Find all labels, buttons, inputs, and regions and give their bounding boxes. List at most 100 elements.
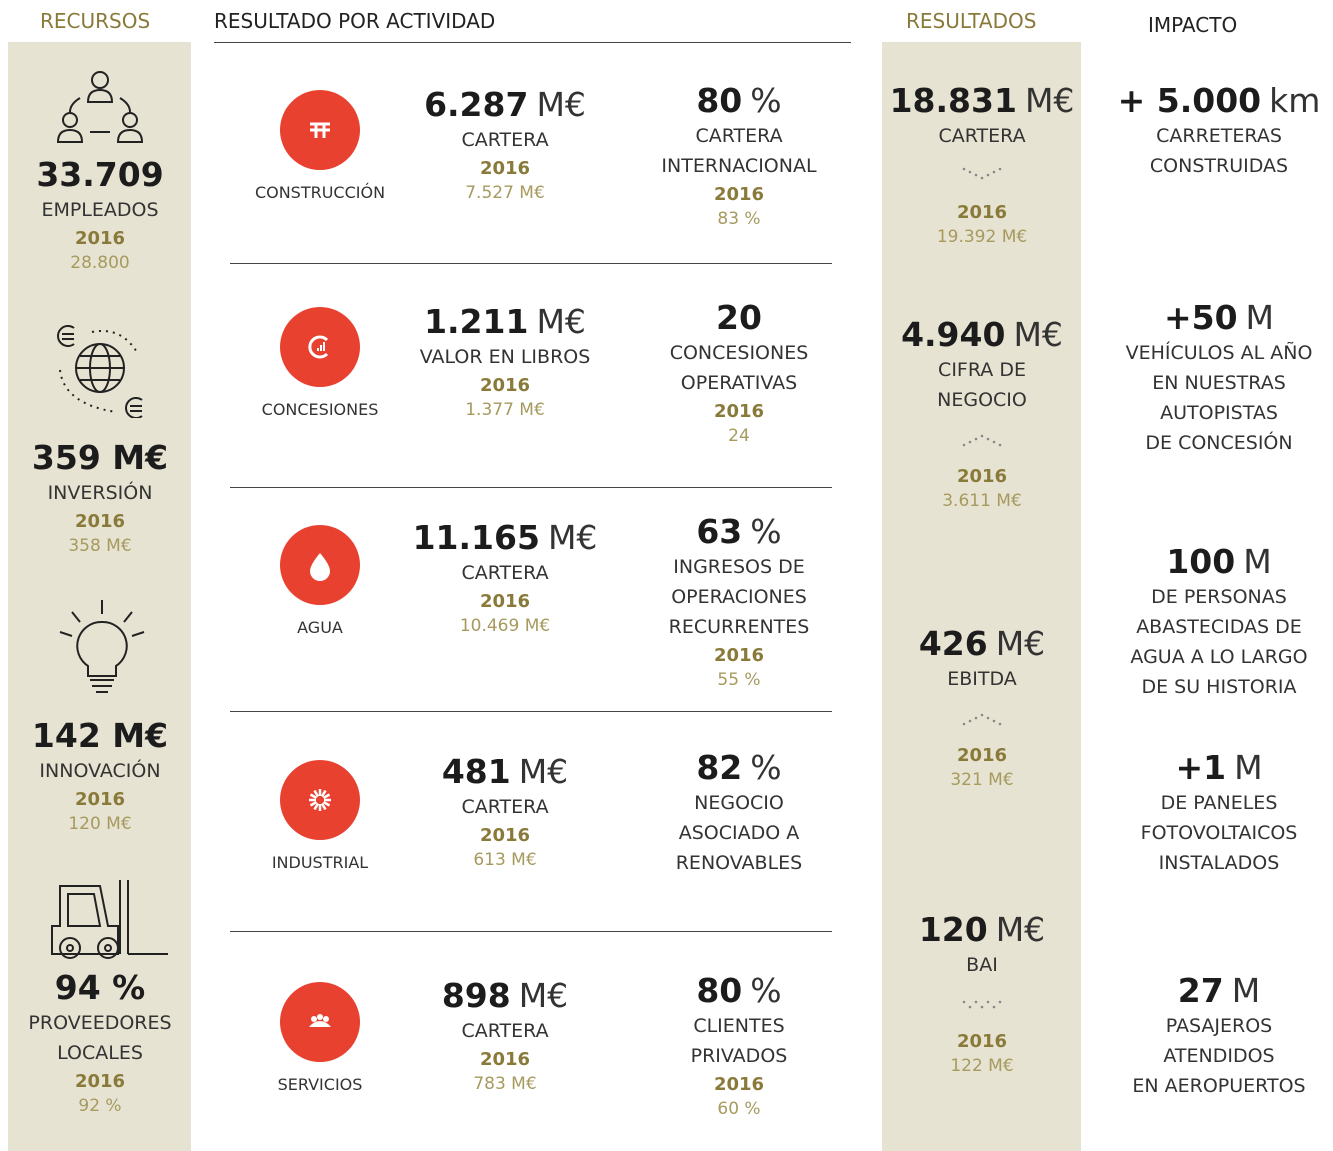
trend-indicator	[962, 167, 1002, 180]
activity-icon	[280, 760, 360, 840]
previous-value: 19.392 M€	[936, 227, 1028, 247]
value-number: 898	[441, 976, 511, 1015]
value: + 5.000 km	[1059, 81, 1333, 121]
value-unit: M	[1243, 542, 1272, 581]
label: PRIVADOS	[690, 1045, 788, 1067]
value: 898 M€	[345, 976, 665, 1016]
label: EN AEROPUERTOS	[1132, 1075, 1306, 1097]
year: 2016	[713, 401, 765, 422]
value-unit: M€	[518, 752, 569, 791]
value: +1 M	[1059, 748, 1333, 788]
value-unit: M€	[536, 302, 586, 341]
label: CONSTRUIDAS	[1149, 155, 1289, 177]
label: OPERACIONES	[671, 586, 807, 608]
label: VEHÍCULOS AL AÑO	[1125, 342, 1313, 364]
header-rule	[214, 42, 851, 43]
activity-name: CONSTRUCCIÓN	[254, 183, 386, 202]
activity-name: AGUA	[297, 618, 343, 637]
previous-value: 92 %	[78, 1096, 122, 1116]
year: 2016	[479, 375, 531, 396]
value-number: 142 M€	[31, 716, 169, 755]
label: EMPLEADOS	[41, 199, 159, 221]
year: 2016	[479, 825, 531, 846]
header: IMPACTO	[1148, 13, 1238, 37]
year: 2016	[713, 645, 765, 666]
label: CARTERA	[461, 562, 549, 584]
year: 2016	[713, 1074, 765, 1095]
label: AGUA A LO LARGO	[1130, 646, 1308, 668]
label: INGRESOS DE	[673, 556, 805, 578]
previous-value: 1.377 M€	[465, 400, 545, 420]
label: DE SU HISTORIA	[1141, 676, 1297, 698]
value: 20	[579, 298, 899, 338]
value: 359 M€	[0, 438, 260, 478]
value-unit: %	[750, 971, 782, 1010]
value-number: 481	[441, 752, 511, 791]
previous-value: 3.611 M€	[942, 491, 1022, 511]
value-number: +50	[1163, 298, 1238, 337]
label: RENOVABLES	[675, 852, 803, 874]
previous-value: 24	[728, 426, 750, 446]
label: CARTERA	[938, 125, 1026, 147]
label: VALOR EN LIBROS	[419, 346, 591, 368]
value-number: 4.940	[901, 315, 1006, 354]
value: 82%	[579, 748, 899, 788]
previous-value: 55 %	[717, 670, 761, 690]
value: 4.940 M€	[822, 315, 1142, 355]
previous-value: 783 M€	[473, 1074, 537, 1094]
header: RECURSOS	[40, 9, 151, 33]
value-number: 1.211	[424, 302, 529, 341]
value-unit: M	[1234, 748, 1263, 787]
value-unit: M€	[536, 85, 586, 124]
value: 120 M€	[822, 910, 1142, 950]
activity-name: CONCESIONES	[261, 400, 379, 419]
trend-indicator	[962, 713, 1002, 726]
label: CLIENTES	[693, 1015, 785, 1037]
value-number: 426	[918, 624, 988, 663]
label: CIFRA DE	[938, 359, 1026, 381]
globe-icon	[57, 325, 143, 418]
activity-icon	[280, 307, 360, 387]
label: INNOVACIÓN	[39, 760, 161, 782]
value: +50 M	[1059, 298, 1333, 338]
year: 2016	[479, 158, 531, 179]
value: 94 %	[0, 968, 260, 1008]
value: 426 M€	[822, 624, 1142, 664]
value: 80%	[579, 971, 899, 1011]
label: ATENDIDOS	[1163, 1045, 1275, 1067]
year: 2016	[479, 591, 531, 612]
label: LOCALES	[57, 1042, 143, 1064]
header: RESULTADOS	[906, 9, 1037, 33]
value-unit: %	[750, 748, 782, 787]
previous-value: 60 %	[717, 1099, 761, 1119]
trend-indicator	[962, 434, 1002, 447]
trend-indicator	[962, 1000, 1002, 1009]
value: 63%	[579, 512, 899, 552]
year: 2016	[956, 1031, 1008, 1052]
previous-value: 7.527 M€	[465, 183, 545, 203]
value-unit: M€	[547, 518, 598, 557]
value: 33.709	[0, 155, 260, 195]
value-number: +1	[1175, 748, 1227, 787]
value: 11.165 M€	[345, 518, 665, 558]
value-number: 6.287	[424, 85, 529, 124]
previous-value: 120 M€	[68, 814, 132, 834]
label: CONCESIONES	[669, 342, 809, 364]
value-number: 33.709	[36, 155, 164, 194]
value-unit: M€	[518, 976, 569, 1015]
label: PROVEEDORES	[28, 1012, 172, 1034]
label: RECURRENTES	[668, 616, 810, 638]
previous-value: 613 M€	[473, 850, 537, 870]
year: 2016	[74, 789, 126, 810]
value-unit: %	[750, 81, 782, 120]
label: BAI	[966, 954, 998, 976]
value-unit: M€	[995, 624, 1046, 663]
previous-value: 321 M€	[950, 770, 1014, 790]
label: CARTERA	[461, 129, 549, 151]
value: 6.287 M€	[345, 85, 665, 125]
label: DE PERSONAS	[1151, 586, 1287, 608]
previous-value: 28.800	[70, 253, 130, 273]
people-icon	[56, 71, 144, 143]
label: EBITDA	[947, 668, 1017, 690]
label: NEGOCIO	[694, 792, 784, 814]
